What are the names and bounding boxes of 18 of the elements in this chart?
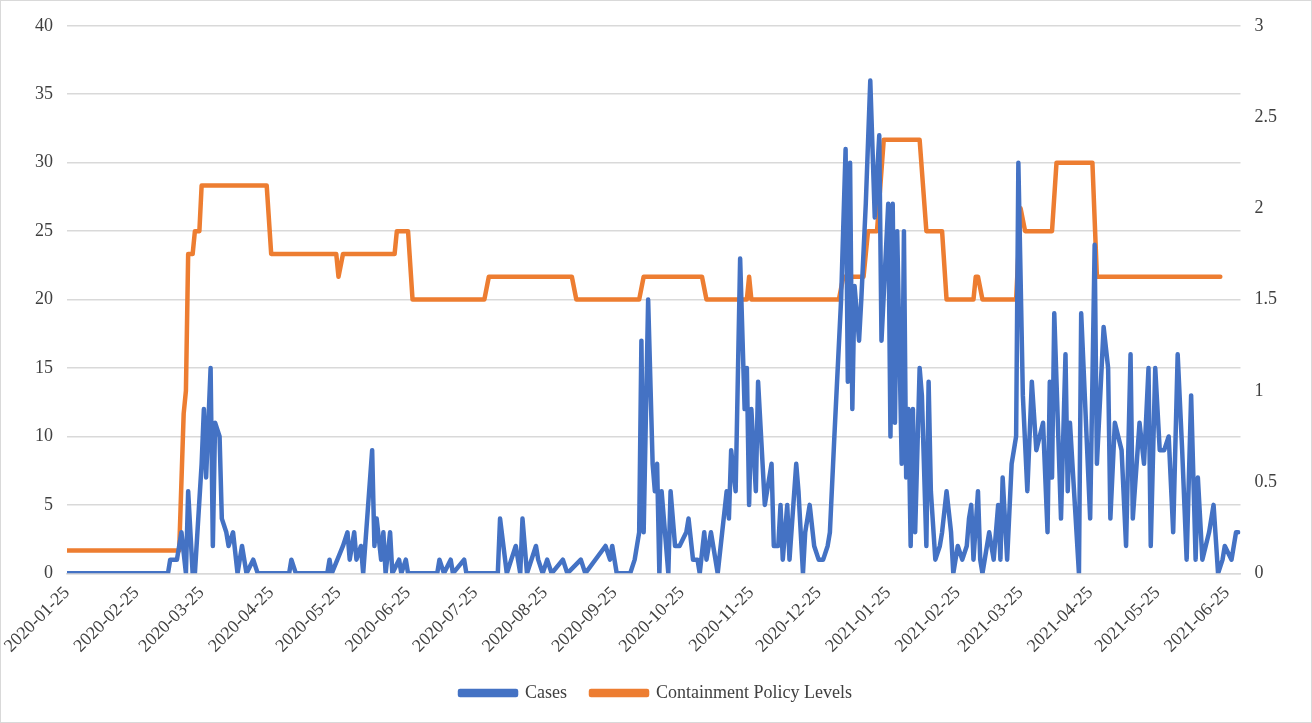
y2-tick-label: 0.5 (1254, 470, 1277, 491)
y-tick-label: 15 (35, 356, 53, 377)
y-tick-label: 0 (44, 562, 53, 583)
y2-tick-label: 1 (1254, 379, 1264, 400)
y-tick-label: 25 (35, 219, 53, 240)
y-tick-label: 35 (35, 82, 53, 103)
y-tick-label: 30 (35, 151, 53, 172)
legend-label: Cases (525, 681, 568, 702)
y2-tick-label: 0 (1254, 562, 1264, 583)
y-tick-label: 20 (35, 288, 53, 309)
y2-tick-label: 1.5 (1254, 288, 1277, 309)
y2-tick-label: 2 (1254, 197, 1264, 218)
y-tick-label: 40 (35, 14, 53, 35)
y-tick-label: 5 (44, 493, 53, 514)
y2-tick-label: 2.5 (1254, 105, 1277, 126)
y2-tick-label: 3 (1254, 14, 1264, 35)
y-tick-label: 10 (35, 425, 53, 446)
legend-label: Containment Policy Levels (656, 681, 852, 702)
